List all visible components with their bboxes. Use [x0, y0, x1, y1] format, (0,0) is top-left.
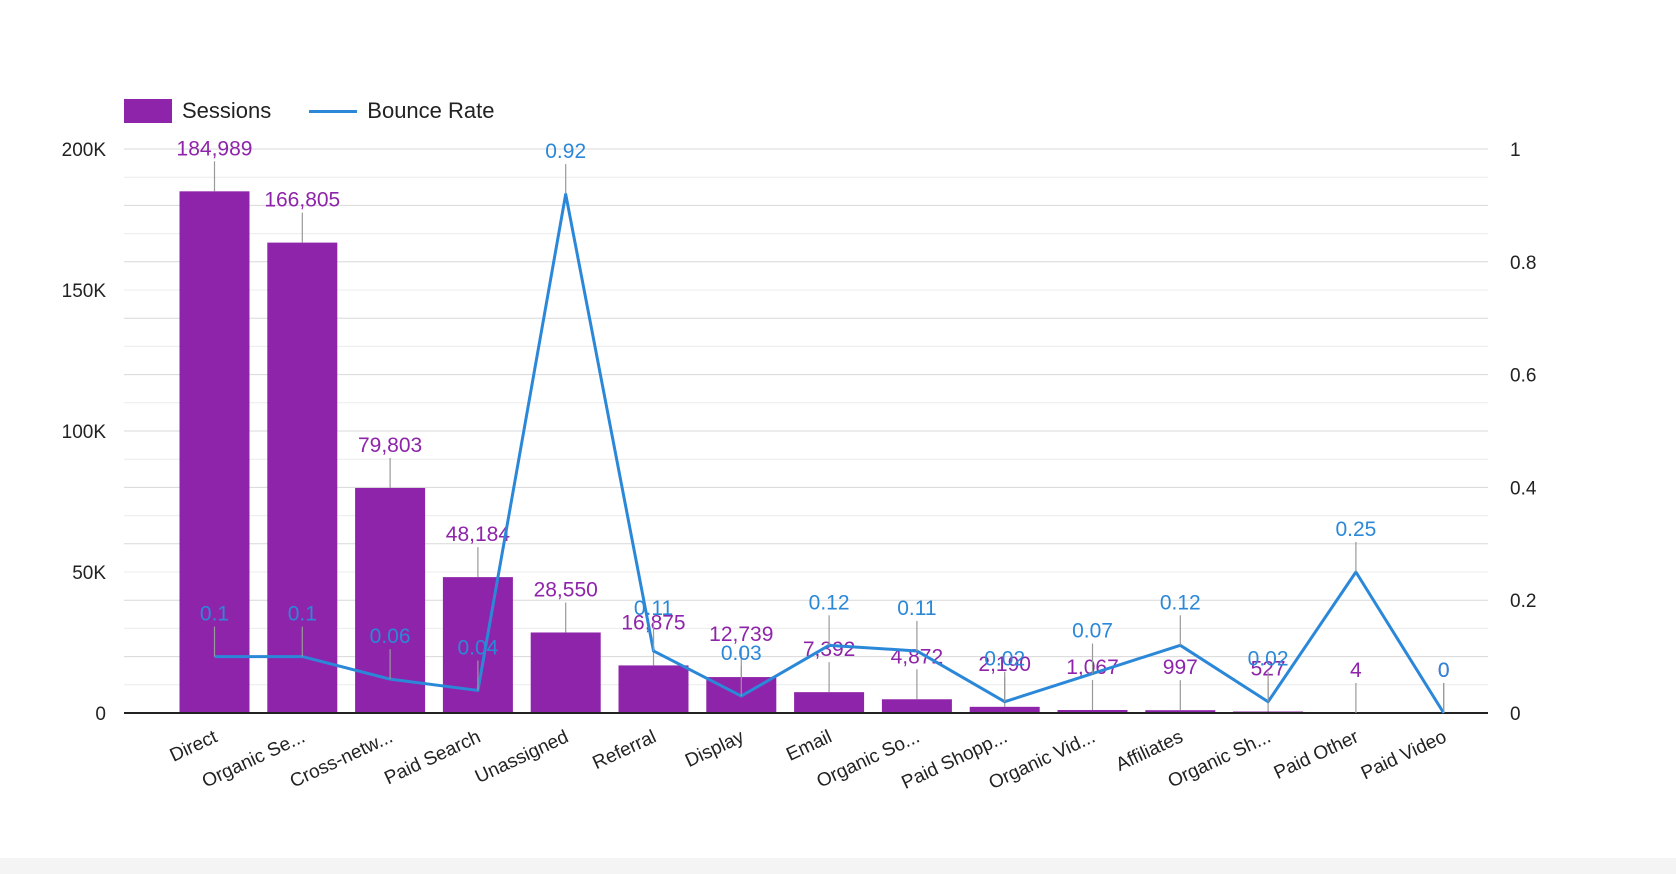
y-left-tick-label: 100K	[62, 422, 107, 443]
x-tick-label: Display	[682, 726, 748, 772]
x-tick-label: Email	[783, 726, 835, 765]
x-tick-label: Paid Video	[1358, 726, 1450, 784]
legend-swatch-sessions	[124, 99, 172, 123]
y-left-tick-label: 150K	[62, 281, 107, 302]
line-data-label: 0.1	[288, 603, 317, 626]
line-data-label: 0.03	[721, 642, 762, 665]
bar-10	[969, 706, 1040, 713]
line-data-label: 0.12	[809, 591, 850, 614]
y-right-tick-label: 0.8	[1510, 253, 1536, 274]
bar-1	[179, 191, 250, 713]
line-data-label: 0.04	[457, 636, 498, 659]
legend-label-sessions: Sessions	[182, 98, 272, 123]
bar-data-label: 48,184	[446, 523, 511, 546]
y-left-tick-label: 200K	[62, 140, 107, 161]
line-data-label: 0.02	[1248, 648, 1289, 671]
legend-label-bounce-rate: Bounce Rate	[367, 98, 495, 123]
line-data-label: 0.25	[1335, 518, 1376, 541]
x-tick-label: Referral	[589, 726, 659, 774]
bar-data-label: 12,739	[709, 623, 773, 646]
legend-item-bounce-rate[interactable]: Bounce Rate	[309, 98, 494, 124]
bar-data-label: 0	[1438, 659, 1450, 682]
x-tick-label: Paid Other	[1271, 726, 1363, 784]
line-data-label: 0.11	[897, 597, 936, 620]
bar-11	[1057, 709, 1128, 713]
y-right-tick-label: 1	[1510, 140, 1521, 161]
bar-5	[530, 632, 601, 713]
bottom-strip	[0, 858, 1676, 874]
bar-8	[794, 692, 865, 713]
bar-12	[1145, 710, 1216, 713]
x-tick-label: Unassigned	[472, 726, 572, 787]
line-data-label: 0.07	[1072, 620, 1113, 643]
bar-data-label: 7,392	[803, 638, 856, 661]
bar-data-label: 527	[1251, 658, 1286, 681]
y-right-tick-label: 0.6	[1510, 366, 1536, 387]
bar-data-label: 184,989	[177, 137, 253, 160]
legend: Sessions Bounce Rate	[124, 98, 494, 124]
bar-data-label: 4	[1350, 659, 1362, 682]
bar-data-label: 28,550	[534, 578, 598, 601]
y-right-tick-label: 0.2	[1510, 591, 1536, 612]
line-data-label: 0.06	[370, 625, 411, 648]
bar-data-label: 997	[1163, 656, 1198, 679]
line-data-label: 0.92	[545, 140, 586, 163]
y-right-tick-label: 0	[1510, 704, 1521, 725]
x-tick-label: Paid Search	[381, 726, 484, 789]
line-data-label: 0.11	[634, 597, 673, 620]
bar-data-label: 79,803	[358, 434, 422, 457]
line-data-label: 0	[1438, 659, 1450, 682]
bar-9	[881, 699, 952, 713]
y-left-tick-label: 0	[95, 704, 106, 725]
legend-swatch-bounce-rate	[309, 109, 358, 113]
x-tick-label: Direct	[167, 726, 221, 766]
y-left-tick-label: 50K	[72, 563, 106, 584]
line-data-label: 0.02	[984, 648, 1025, 671]
line-data-label: 0.1	[200, 603, 229, 626]
line-data-label: 0.12	[1160, 591, 1201, 614]
y-right-tick-label: 0.4	[1510, 478, 1537, 499]
bar-data-label: 2,190	[978, 653, 1031, 676]
bar-6	[618, 665, 689, 713]
legend-item-sessions[interactable]: Sessions	[124, 98, 271, 124]
bar-data-label: 166,805	[264, 189, 340, 212]
